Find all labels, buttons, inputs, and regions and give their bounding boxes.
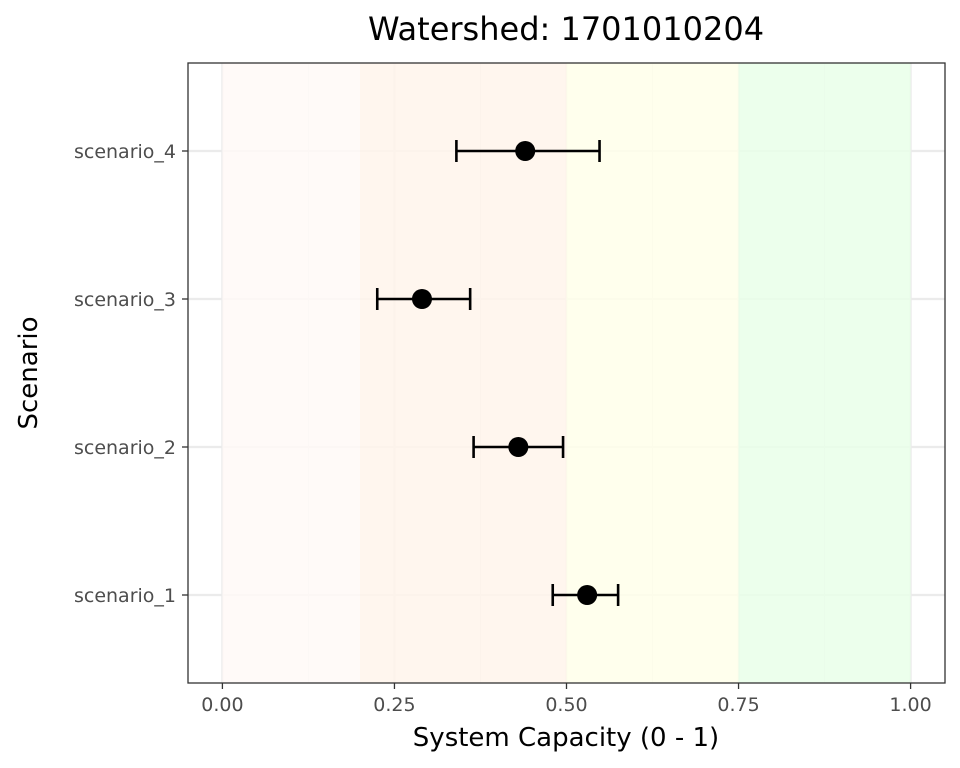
x-axis: 0.00 0.25 0.50 0.75 1.00 — [201, 683, 932, 716]
y-tick-label: scenario_1 — [74, 585, 176, 607]
data-point — [577, 585, 598, 605]
capacity-band — [222, 63, 361, 683]
x-tick-label: 1.00 — [889, 694, 931, 716]
capacity-band — [360, 63, 567, 683]
y-axis: scenario_1 scenario_2 scenario_3 scenario_4 — [74, 141, 188, 607]
capacity-band — [738, 63, 911, 683]
capacity-band — [566, 63, 739, 683]
data-point — [515, 141, 536, 161]
y-axis-title: Scenario — [14, 316, 44, 429]
plot-panel — [187, 62, 946, 684]
y-tick-label: scenario_4 — [74, 141, 176, 163]
y-tick-label: scenario_3 — [74, 289, 176, 311]
x-tick-label: 0.75 — [717, 694, 759, 716]
y-tick-label: scenario_2 — [74, 437, 176, 459]
data-point — [411, 289, 432, 309]
x-tick-label: 0.00 — [201, 694, 243, 716]
data-point — [508, 437, 529, 457]
x-tick-label: 0.25 — [373, 694, 415, 716]
chart-title: Watershed: 1701010204 — [368, 10, 764, 48]
x-tick-label: 0.50 — [545, 694, 587, 716]
x-axis-title: System Capacity (0 - 1) — [413, 723, 719, 753]
